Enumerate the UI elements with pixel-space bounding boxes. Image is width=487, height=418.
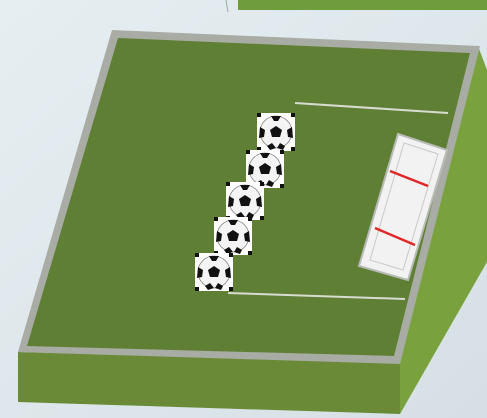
ball [257, 113, 295, 151]
ball [195, 253, 233, 291]
ball [226, 182, 264, 220]
scene [0, 0, 487, 418]
page: {} [0, 0, 487, 418]
ball [214, 217, 252, 255]
top-platform [238, 0, 487, 10]
